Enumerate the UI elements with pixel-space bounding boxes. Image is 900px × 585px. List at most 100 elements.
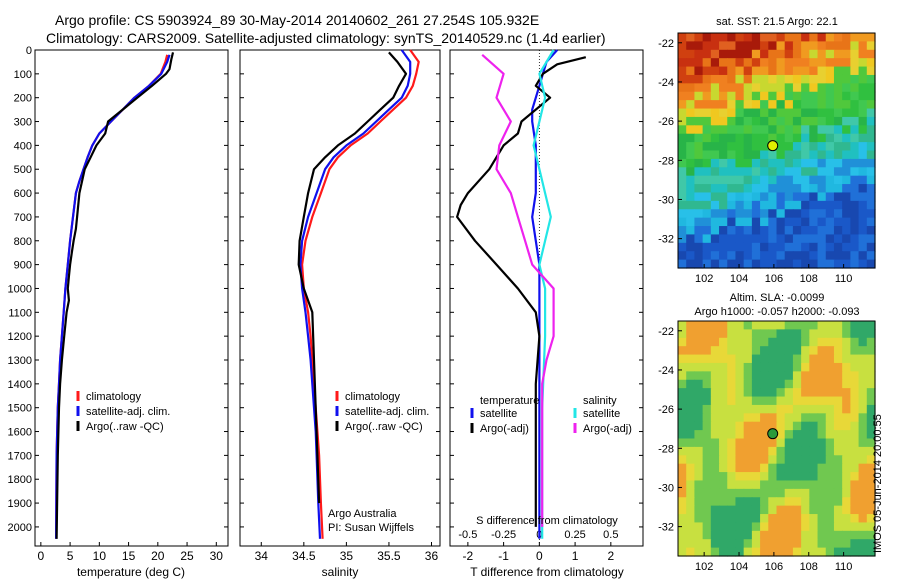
map-cell: [776, 251, 786, 261]
map-cell: [817, 133, 827, 143]
map-cell: [801, 413, 810, 423]
map-cell: [727, 463, 737, 473]
map-cell: [776, 438, 786, 448]
map-cell: [702, 133, 712, 143]
map-cell: [776, 200, 786, 210]
salinity-magenta-series-line: [481, 53, 555, 527]
map-cell: [817, 430, 827, 440]
map-cell: [768, 488, 778, 498]
map-cell: [801, 354, 810, 364]
map-xtick-label: 102: [695, 273, 713, 285]
map-cell: [817, 217, 827, 227]
map-cell: [694, 41, 704, 51]
map-cell: [768, 539, 778, 549]
map-cell: [801, 41, 810, 51]
map-cell: [678, 49, 687, 59]
map-cell: [694, 234, 704, 244]
map-cell: [678, 41, 687, 51]
map-cell: [678, 321, 687, 330]
map-cell: [760, 242, 769, 252]
map-cell: [702, 184, 712, 194]
map-cell: [678, 58, 687, 68]
map-cell: [850, 217, 860, 227]
map-cell: [792, 142, 802, 152]
map-cell: [817, 100, 827, 110]
map-cell: [825, 74, 835, 84]
map-cell: [866, 83, 876, 93]
map-cell: [858, 209, 868, 219]
map-cell: [686, 446, 696, 456]
map-cell: [768, 388, 778, 398]
map-cell: [702, 346, 712, 356]
map-cell: [735, 388, 745, 398]
map-cell: [776, 455, 786, 465]
map-cell: [727, 116, 737, 126]
map-cell: [743, 337, 753, 347]
map-cell: [768, 337, 778, 347]
map-cell: [727, 41, 737, 51]
map-cell: [751, 404, 761, 414]
difference-xtick-label: -1: [498, 549, 509, 563]
map-cell: [792, 455, 802, 465]
map-cell: [850, 472, 860, 482]
map-cell: [702, 41, 712, 51]
map-cell: [825, 217, 835, 227]
map-cell: [719, 354, 728, 364]
map-cell: [833, 49, 843, 59]
map-cell: [776, 488, 786, 498]
map-cell: [710, 463, 720, 473]
map-cell: [825, 49, 835, 59]
map-cell: [842, 346, 851, 356]
map-cell: [801, 209, 810, 219]
map-cell: [751, 354, 761, 364]
map-cell: [768, 175, 778, 185]
map-cell: [792, 514, 802, 524]
map-cell: [792, 242, 802, 252]
map-cell: [842, 108, 851, 118]
map-cell: [833, 337, 843, 347]
map-cell: [833, 514, 843, 524]
map-cell: [776, 480, 786, 490]
map-cell: [751, 522, 761, 532]
map-cell: [743, 388, 753, 398]
depth-tick-label: 1100: [8, 307, 32, 319]
map-cell: [776, 329, 786, 339]
map-cell: [809, 150, 819, 160]
map-cell: [850, 133, 860, 143]
map-cell: [784, 234, 794, 244]
map-cell: [850, 167, 860, 177]
map-cell: [710, 259, 720, 269]
map-cell: [776, 133, 786, 143]
map-cell: [760, 421, 769, 431]
map-cell: [784, 388, 794, 398]
map-cell: [842, 200, 851, 210]
map-cell: [776, 497, 786, 507]
map-cell: [678, 184, 687, 194]
map-cell: [735, 480, 745, 490]
map-cell: [842, 184, 851, 194]
map-cell: [825, 167, 835, 177]
map-cell: [760, 321, 769, 330]
map-cell: [842, 100, 851, 110]
map-cell: [727, 251, 737, 261]
map-cell: [719, 446, 728, 456]
map-cell: [776, 74, 786, 84]
map-cell: [842, 413, 851, 423]
map-cell: [702, 100, 712, 110]
map-cell: [866, 150, 876, 160]
map-cell: [735, 259, 745, 269]
map-cell: [801, 438, 810, 448]
map-cell: [743, 539, 753, 549]
map-cell: [809, 259, 819, 269]
map-cell: [710, 488, 720, 498]
map-cell: [825, 209, 835, 219]
map-cell: [678, 404, 687, 414]
map-cell: [743, 66, 753, 76]
map-cell: [801, 58, 810, 68]
map-cell: [866, 217, 876, 227]
map-cell: [776, 184, 786, 194]
map-cell: [686, 66, 696, 76]
map-cell: [751, 251, 761, 261]
map-cell: [760, 184, 769, 194]
map-cell: [776, 530, 786, 540]
